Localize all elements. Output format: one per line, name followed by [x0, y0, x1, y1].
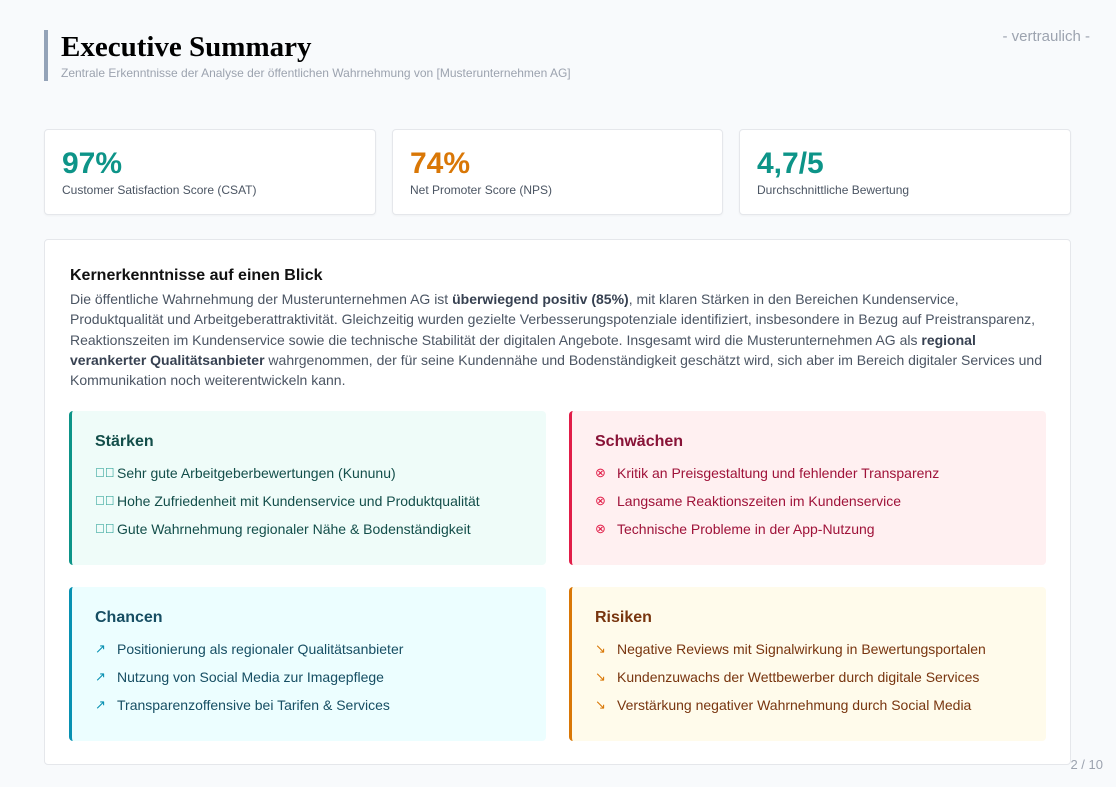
item-text: Kundenzuwachs der Wettbewerber durch dig…	[617, 669, 980, 685]
kpi-label: Durchschnittliche Bewertung	[757, 183, 910, 197]
page-title: Executive Summary	[61, 31, 312, 63]
list-item: ↗ Transparenzoffensive bei Tarifen & Serv…	[95, 697, 546, 725]
item-text: Hohe Zufriedenheit mit Kundenservice und…	[117, 493, 480, 509]
confidential-label: - vertraulich -	[1002, 28, 1090, 45]
list-item: ↘ Kundenzuwachs der Wettbewerber durch di…	[595, 669, 1046, 697]
text: Die öffentliche Wahrnehmung der Musterun…	[70, 291, 453, 307]
arrow-up-right-icon: ↗	[95, 669, 106, 684]
strengths-box: Stärken ✓⃝ Sehr gute Arbeitgeberbewertung…	[69, 411, 546, 565]
item-text: Negative Reviews mit Signalwirkung in Be…	[617, 641, 986, 657]
check-circle-icon: ✓⃝	[95, 521, 115, 536]
item-text: Technische Probleme in der App-Nutzung	[617, 521, 875, 537]
summary-heading: Kernerkenntnisse auf einen Blick	[70, 267, 323, 284]
item-text: Nutzung von Social Media zur Imagepflege	[117, 669, 384, 685]
kpi-label: Net Promoter Score (NPS)	[410, 183, 553, 197]
kpi-card-csat: 97% Customer Satisfaction Score (CSAT)	[44, 129, 376, 215]
kpi-card-rating: 4,7/5 Durchschnittliche Bewertung	[739, 129, 1071, 215]
page-number: 2 / 10	[1070, 757, 1103, 772]
list-item: ↗ Nutzung von Social Media zur Imagepfleg…	[95, 669, 546, 697]
list-item: ↘ Verstärkung negativer Wahrnehmung durch…	[595, 697, 1046, 725]
weaknesses-box: Schwächen ⊗ Kritik an Preisgestaltung und…	[569, 411, 1046, 565]
kpi-value: 4,7/5	[757, 147, 824, 180]
check-circle-icon: ✓⃝	[95, 493, 115, 508]
strengths-title: Stärken	[95, 433, 154, 450]
x-circle-icon: ⊗	[595, 521, 606, 536]
text: , mit klaren Stärken in den Bereichen Ku…	[70, 291, 1036, 348]
x-circle-icon: ⊗	[595, 465, 606, 480]
header: Executive Summary Zentrale Erkenntnisse …	[44, 30, 571, 81]
opportunities-box: Chancen ↗ Positionierung als regionaler Q…	[69, 587, 546, 741]
list-item: ↘ Negative Reviews mit Signalwirkung in B…	[595, 641, 1046, 669]
weaknesses-title: Schwächen	[595, 433, 684, 450]
summary-paragraph: Die öffentliche Wahrnehmung der Musterun…	[70, 289, 1050, 390]
list-item: ⊗ Technische Probleme in der App-Nutzung	[595, 521, 1046, 549]
text: wahrgenommen, der für seine Kundennähe u…	[70, 351, 1042, 389]
list-item: ⊗ Kritik an Preisgestaltung und fehlender…	[595, 465, 1046, 493]
arrow-down-right-icon: ↘	[595, 641, 606, 656]
list-item: ↗ Positionierung als regionaler Qualitäts…	[95, 641, 546, 669]
risks-title: Risiken	[595, 609, 652, 626]
kpi-value: 97%	[62, 147, 123, 180]
list-item: ✓⃝ Hohe Zufriedenheit mit Kundenservice u…	[95, 493, 546, 521]
item-text: Gute Wahrnehmung regionaler Nähe & Boden…	[117, 521, 471, 537]
kpi-label: Customer Satisfaction Score (CSAT)	[62, 183, 257, 197]
opportunities-title: Chancen	[95, 609, 163, 626]
arrow-up-right-icon: ↗	[95, 697, 106, 712]
item-text: Langsame Reaktionszeiten im Kundenservic…	[617, 493, 902, 509]
list-item: ✓⃝ Sehr gute Arbeitgeberbewertungen (Kunu…	[95, 465, 546, 493]
summary-card: Kernerkenntnisse auf einen Blick Die öff…	[44, 239, 1071, 765]
item-text: Sehr gute Arbeitgeberbewertungen (Kununu…	[117, 465, 396, 481]
item-text: Transparenzoffensive bei Tarifen & Servi…	[117, 697, 390, 713]
risks-box: Risiken ↘ Negative Reviews mit Signalwirk…	[569, 587, 1046, 741]
list-item: ⊗ Langsame Reaktionszeiten im Kundenservi…	[595, 493, 1046, 521]
arrow-up-right-icon: ↗	[95, 641, 106, 656]
item-text: Verstärkung negativer Wahrnehmung durch …	[617, 697, 972, 713]
page-subtitle: Zentrale Erkenntnisse der Analyse der öf…	[61, 66, 571, 80]
kpi-card-nps: 74% Net Promoter Score (NPS)	[392, 129, 723, 215]
arrow-down-right-icon: ↘	[595, 697, 606, 712]
item-text: Kritik an Preisgestaltung und fehlender …	[617, 465, 940, 481]
arrow-down-right-icon: ↘	[595, 669, 606, 684]
check-circle-icon: ✓⃝	[95, 465, 115, 480]
highlight: überwiegend positiv (85%)	[452, 291, 629, 307]
item-text: Positionierung als regionaler Qualitätsa…	[117, 641, 404, 657]
kpi-value: 74%	[410, 147, 471, 180]
list-item: ✓⃝ Gute Wahrnehmung regionaler Nähe & Bod…	[95, 521, 546, 549]
highlight: regional verankerter Qualitätsanbieter	[70, 331, 976, 368]
x-circle-icon: ⊗	[595, 493, 606, 508]
